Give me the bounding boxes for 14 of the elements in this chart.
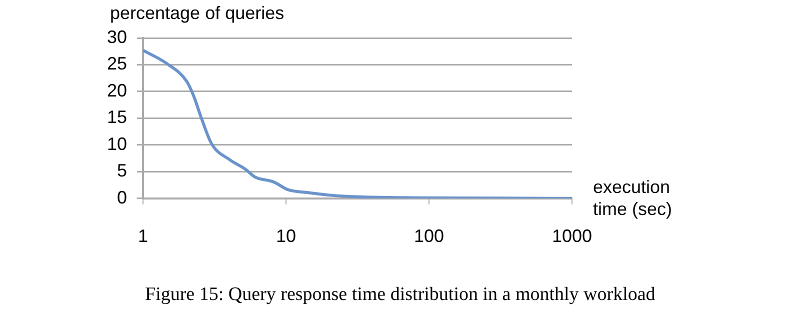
x-axis-title: execution time (sec) [593, 176, 674, 220]
y-tick-label: 25 [106, 54, 127, 74]
x-tick-label: 1 [138, 226, 148, 246]
y-tick-label: 30 [106, 26, 127, 47]
x-tick-label: 1000 [552, 226, 592, 246]
y-axis-title: percentage of queries [110, 2, 284, 24]
y-tick-label: 0 [116, 187, 127, 208]
y-tick-label: 10 [106, 134, 127, 154]
y-tick-label: 15 [106, 107, 127, 128]
y-tick-label: 20 [106, 80, 127, 100]
y-tick-label: 5 [116, 160, 127, 181]
x-tick-label: 10 [276, 226, 296, 246]
x-tick-label: 100 [414, 226, 444, 246]
caption: Figure 15: Query response time distribution in a monthly workload [145, 284, 656, 306]
